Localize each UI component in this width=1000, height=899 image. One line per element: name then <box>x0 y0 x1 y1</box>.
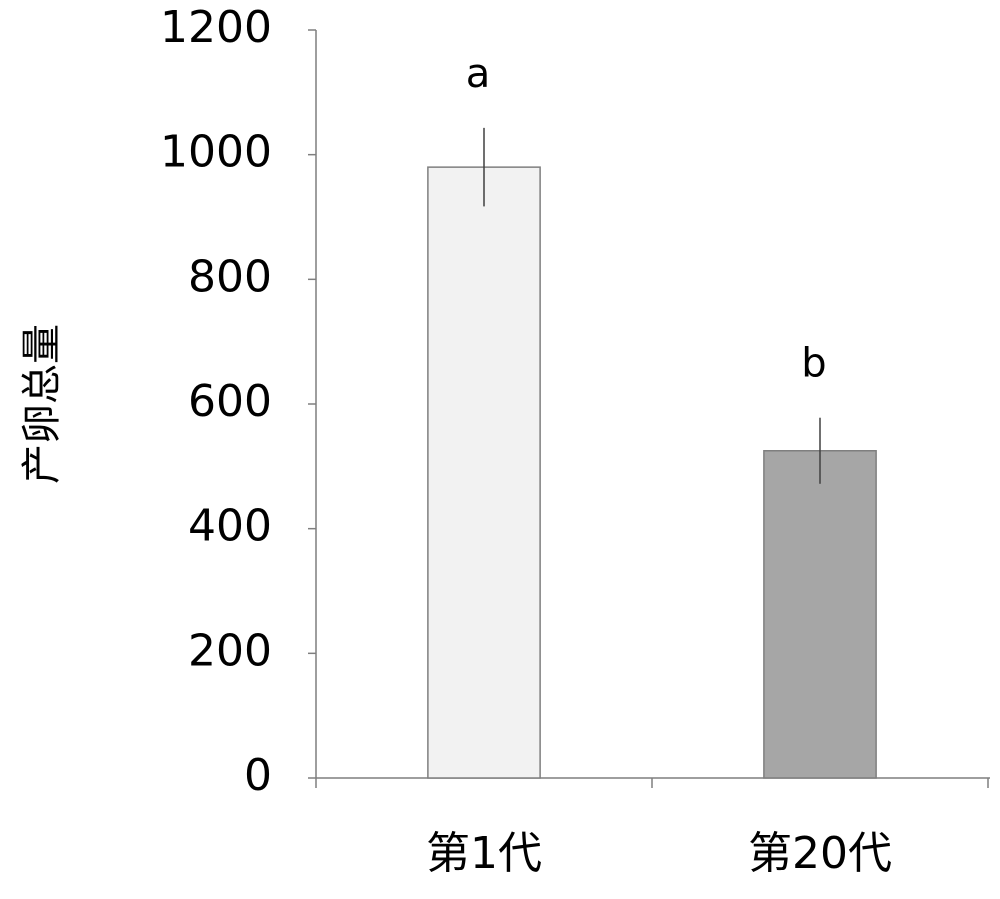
y-tick-label: 0 <box>244 750 272 801</box>
y-tick-label: 1000 <box>160 127 272 178</box>
y-axis-label: 产卵总量 <box>19 324 65 484</box>
y-tick-label: 400 <box>188 501 272 552</box>
y-tick-label: 1200 <box>160 2 272 53</box>
y-tick-label: 200 <box>188 625 272 676</box>
bar <box>427 166 541 779</box>
x-tick-label: 第1代 <box>426 828 542 879</box>
y-tick-label: 800 <box>188 251 272 302</box>
bar <box>763 450 877 779</box>
significance-label: b <box>801 341 826 387</box>
y-tick-label: 600 <box>188 376 272 427</box>
significance-label: a <box>466 51 491 97</box>
x-tick-label: 第20代 <box>748 828 892 879</box>
